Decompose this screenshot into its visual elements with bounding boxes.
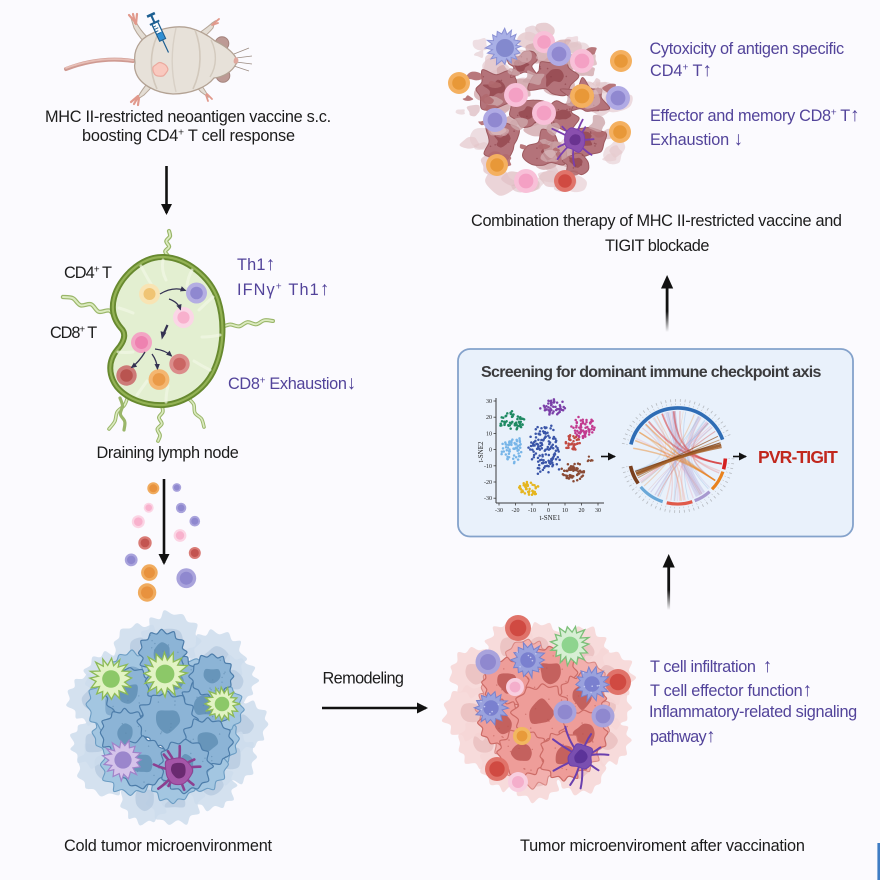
svg-text:-10: -10 bbox=[484, 464, 492, 470]
svg-text:-20: -20 bbox=[512, 508, 520, 514]
svg-text:boosting CD4+ T cell response: boosting CD4+ T cell response bbox=[82, 127, 295, 145]
svg-text:MHC II-restricted neoantigen v: MHC II-restricted neoantigen vaccine s.c… bbox=[45, 108, 331, 126]
svg-text:-30: -30 bbox=[495, 508, 503, 514]
svg-text:pathway↑: pathway↑ bbox=[650, 726, 715, 747]
svg-text:Effector and memory CD8+ T↑: Effector and memory CD8+ T↑ bbox=[650, 105, 859, 126]
svg-text:t-SNE2: t-SNE2 bbox=[477, 441, 485, 463]
svg-text:20: 20 bbox=[486, 415, 492, 421]
svg-text:20: 20 bbox=[579, 508, 585, 514]
svg-text:CD4+ T: CD4+ T bbox=[64, 264, 112, 282]
svg-text:CD8+ T: CD8+ T bbox=[50, 324, 97, 342]
svg-text:Combination therapy of MHC II-: Combination therapy of MHC II-restricted… bbox=[471, 212, 842, 230]
svg-text:CD4+ T↑: CD4+ T↑ bbox=[650, 60, 712, 81]
svg-text:10: 10 bbox=[486, 431, 492, 437]
svg-text:Inflammatory-related signaling: Inflammatory-related signaling bbox=[649, 703, 857, 721]
svg-text:0: 0 bbox=[547, 508, 550, 514]
svg-text:Exhaustion ↓: Exhaustion ↓ bbox=[650, 129, 743, 150]
svg-text:-10: -10 bbox=[528, 508, 536, 514]
svg-text:IFNγ+ Th1↑: IFNγ+ Th1↑ bbox=[237, 279, 330, 300]
svg-text:Th1↑: Th1↑ bbox=[237, 254, 275, 275]
svg-text:10: 10 bbox=[562, 508, 568, 514]
svg-text:0: 0 bbox=[489, 448, 492, 454]
svg-text:Draining lymph node: Draining lymph node bbox=[97, 444, 239, 462]
svg-text:T cell infiltration ↑: T cell infiltration ↑ bbox=[650, 656, 772, 677]
svg-text:Tumor microenviroment after va: Tumor microenviroment after vaccination bbox=[520, 837, 805, 855]
svg-text:t-SNE1: t-SNE1 bbox=[540, 514, 562, 522]
svg-text:Remodeling: Remodeling bbox=[323, 670, 404, 688]
svg-text:30: 30 bbox=[486, 399, 492, 405]
svg-text:CD8+ Exhaustion↓: CD8+ Exhaustion↓ bbox=[228, 373, 356, 394]
svg-text:PVR-TIGIT: PVR-TIGIT bbox=[758, 447, 838, 467]
svg-text:30: 30 bbox=[595, 508, 601, 514]
svg-text:TIGIT blockade: TIGIT blockade bbox=[605, 237, 709, 255]
svg-text:-30: -30 bbox=[484, 496, 492, 502]
svg-text:T cell effector function↑: T cell effector function↑ bbox=[650, 680, 812, 701]
svg-text:-20: -20 bbox=[484, 480, 492, 486]
svg-text:Cold tumor microenvironment: Cold tumor microenvironment bbox=[64, 837, 273, 855]
svg-text:Cytoxicity of antigen specific: Cytoxicity of antigen specific bbox=[650, 40, 845, 58]
svg-text:Screening for dominant immune: Screening for dominant immune checkpoint… bbox=[481, 364, 821, 381]
